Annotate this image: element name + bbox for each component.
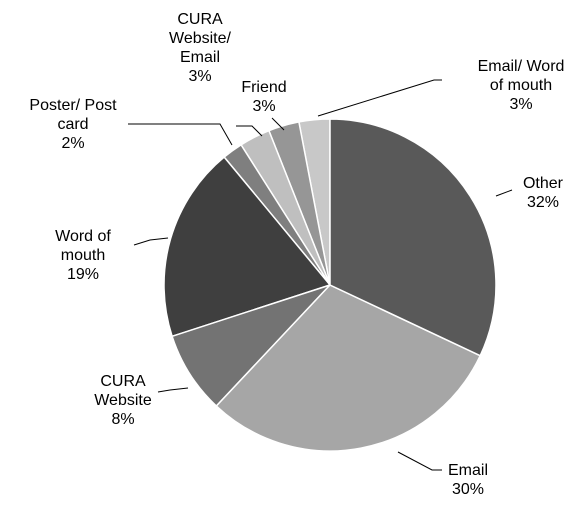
leader-line (128, 123, 233, 146)
value-label: 19% (66, 266, 100, 283)
pie-slice (163, 156, 332, 338)
slice-label: Email/ Word of mouth 3% (471, 57, 571, 114)
slice-label: CURA Website 8% (86, 372, 161, 429)
slice-label: Friend 3% (229, 78, 299, 116)
leader-line (495, 189, 513, 197)
leader-line (133, 237, 169, 246)
category-label: Other (522, 175, 563, 192)
value-label: 32% (526, 194, 560, 211)
slice-label: Email 30% (433, 461, 503, 499)
leader-line (317, 79, 442, 117)
slice-label: CURA Website/ Email 3% (163, 10, 238, 86)
category-label: Word of mouth (55, 228, 111, 264)
value-label: 30% (451, 481, 485, 498)
category-label: Email (447, 462, 488, 479)
pie-slice (215, 284, 482, 452)
category-label: Friend (241, 79, 287, 96)
value-label: 3% (252, 98, 276, 115)
value-label: 3% (188, 68, 212, 85)
pie-slice (329, 118, 497, 357)
leader-line (236, 125, 263, 137)
category-label: Email/ Word of mouth (477, 58, 565, 94)
category-label: Poster/ Post card (29, 97, 117, 133)
category-label: CURA Website/ Email (169, 11, 231, 66)
value-label: 2% (61, 135, 85, 152)
leader-line (397, 451, 442, 471)
slice-label: Other 32% (508, 174, 578, 212)
leader-line (157, 387, 189, 393)
slice-label: Word of mouth 19% (46, 227, 121, 284)
category-label: CURA Website (94, 373, 152, 409)
leader-line (271, 117, 285, 131)
slice-label: Poster/ Post card 2% (18, 96, 128, 153)
value-label: 8% (111, 411, 135, 428)
value-label: 3% (509, 96, 533, 113)
